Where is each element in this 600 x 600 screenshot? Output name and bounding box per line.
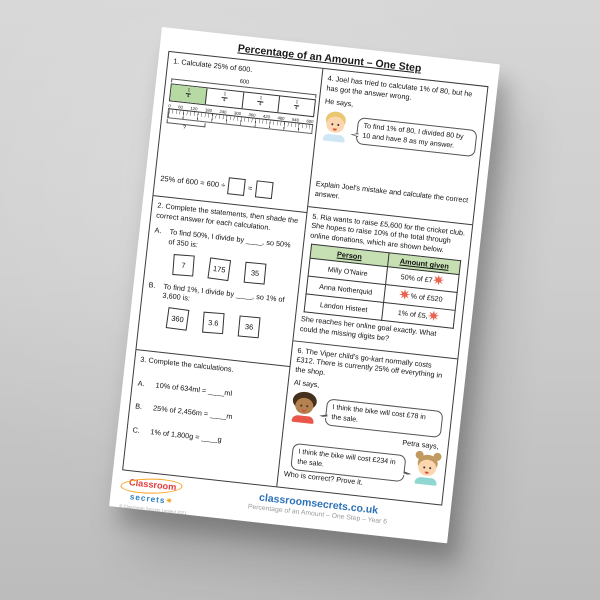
statement-b-label: B. [148, 279, 157, 290]
ruler-label: 420 [262, 113, 271, 120]
ruler-label: 600 [306, 118, 314, 124]
amount-cell: % of £520 [383, 284, 458, 311]
option-box: 36 [237, 315, 261, 339]
question-3: 3. Complete the calculations. A. 10% of … [123, 350, 289, 486]
table-row: Milly O'Naire 50% of £7 [307, 258, 460, 293]
ruler-label: 60 [178, 103, 184, 110]
amount-text: % of £520 [410, 292, 443, 305]
option-box: 3.6 [202, 311, 225, 334]
calculation-c-text: 1% of 1,800g = ____g [150, 427, 223, 444]
question-6: 6. The Viper child's go-kart normally co… [277, 341, 457, 505]
question-4: 4. Joel has tried to calculate 1% of 80,… [308, 68, 488, 225]
logo-text: Classroom secrets © Classroom Secrets Li… [119, 477, 187, 516]
worksheet-content: Percentage of an Amount – One Step 1. Ca… [109, 27, 500, 545]
option-box: 35 [243, 261, 267, 285]
calculation-a-text: 10% of 634ml = ____ml [155, 380, 233, 398]
amount-cell: 1% of £5, [381, 302, 456, 329]
ruler-label: 180 [204, 106, 213, 113]
option-box: 7 [172, 253, 195, 277]
worksheet-page: Percentage of an Amount – One Step 1. Ca… [109, 27, 500, 545]
answer-box [227, 177, 247, 197]
ink-splat-icon [399, 289, 411, 303]
right-column: 4. Joel has tried to calculate 1% of 80,… [277, 68, 488, 505]
calculation-c-label: C. [132, 425, 141, 435]
calculation-b-label: B. [134, 401, 143, 412]
calculation-a: A. 10% of 634ml = ____ml [137, 378, 281, 403]
option-box: 175 [207, 256, 232, 281]
shirt [291, 415, 315, 425]
logo-swoosh [120, 478, 183, 494]
page-footer: Classroom secrets © Classroom Secrets Li… [118, 475, 442, 544]
table-row: Landon Histeet 1% of £5, [303, 294, 456, 329]
classroom-secrets-logo: Classroom secrets © Classroom Secrets Li… [119, 475, 198, 517]
donations-table: Person Amount given Milly O'Naire 50% of… [303, 244, 462, 329]
logo-secrets-text: secrets [129, 492, 166, 506]
question-1-equation: 25% of 600 = 600 ÷ = [159, 170, 304, 203]
calculation-b: B. 25% of 2,456m = ____m [135, 402, 279, 427]
ruler-label: 240 [219, 108, 227, 115]
petra-avatar [412, 454, 441, 487]
ruler-label: 360 [248, 111, 256, 118]
ruler-label: 540 [291, 116, 300, 123]
ink-splat-icon [427, 310, 440, 324]
al-avatar [290, 391, 319, 425]
equation-prefix: 25% of 600 = 600 ÷ [159, 173, 226, 190]
option-box: 360 [165, 306, 190, 331]
statement-a-label: A. [154, 225, 163, 236]
shirt [322, 133, 346, 143]
calculation-c: C. 1% of 1,800g = ____g [132, 425, 276, 450]
joel-avatar [321, 110, 350, 144]
ruler-label: 480 [277, 114, 285, 121]
question-2: 2. Complete the statements, then shade t… [136, 196, 307, 368]
ruler-label: 120 [190, 105, 198, 111]
amount-text: 1% of £5, [397, 309, 429, 321]
amount-cell: 50% of £7 [385, 267, 460, 293]
table-row: Anna Notherquid % of £520 [305, 276, 458, 311]
ruler-label: 300 [233, 110, 242, 116]
question-5: 5. Ria wants to raise £5,600 for the cri… [293, 206, 473, 359]
equals-sign: = [247, 183, 253, 193]
joel-speech-bubble: To find 1% of 80, I divided 80 by 10 and… [355, 117, 478, 158]
ink-splat-icon [432, 275, 445, 289]
amount-text: 50% of £7 [400, 273, 433, 285]
logo-star-icon [166, 492, 174, 509]
calculation-b-text: 25% of 2,456m = ____m [152, 403, 233, 422]
calculation-a-label: A. [137, 378, 146, 388]
answer-box [254, 180, 274, 200]
